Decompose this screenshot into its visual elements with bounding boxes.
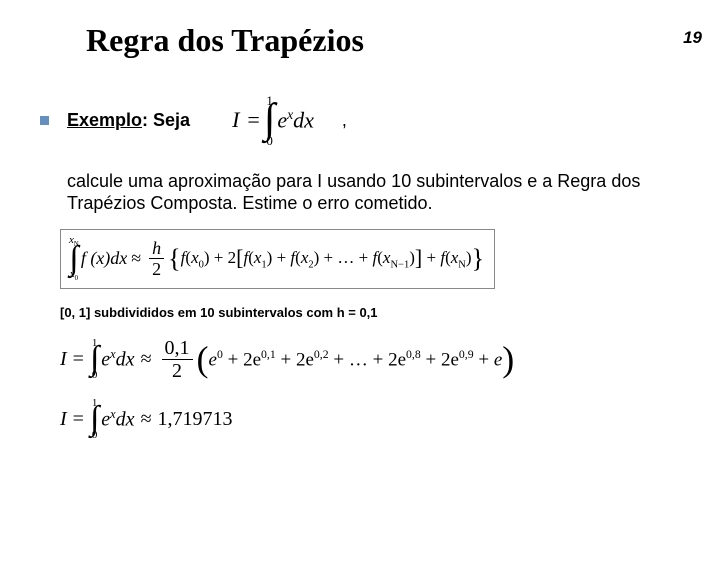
calculation-expansion: I = 1 ∫ 0 exdx ≈ 0,1 2 ( e0 + 2e0,1 + 2e… — [60, 338, 720, 381]
slide-title: Regra dos Trapézios — [86, 22, 720, 59]
example-label: Exemplo: Seja — [67, 110, 190, 131]
bullet-icon — [40, 116, 49, 125]
integral-symbol: 1 ∫ 0 — [90, 339, 99, 380]
integral-symbol: 1 ∫ 0 — [90, 399, 99, 440]
composite-trapezoid-formula: xN ∫ x0 f (x)dx ≈ h 2 { f(x0) + 2[f(x1) … — [60, 229, 495, 289]
example-paragraph: calcule uma aproximação para I usando 10… — [67, 170, 682, 215]
integral-symbol: xN ∫ x0 — [69, 236, 79, 282]
fraction-h-2: h 2 — [149, 239, 164, 278]
integral-definition: I = 1 ∫ 0 exdx — [232, 95, 314, 146]
page-number: 19 — [683, 28, 702, 48]
integral-symbol: 1 ∫ 0 — [264, 95, 276, 146]
example-row: Exemplo: Seja I = 1 ∫ 0 exdx , — [40, 95, 720, 146]
trailing-comma: , — [342, 110, 347, 131]
subdivision-note: [0, 1] subdivididos em 10 subintervalos … — [60, 305, 720, 320]
fraction-01-2: 0,1 2 — [162, 338, 193, 381]
calculation-result: I = 1 ∫ 0 exdx ≈ 1,719713 — [60, 399, 720, 440]
